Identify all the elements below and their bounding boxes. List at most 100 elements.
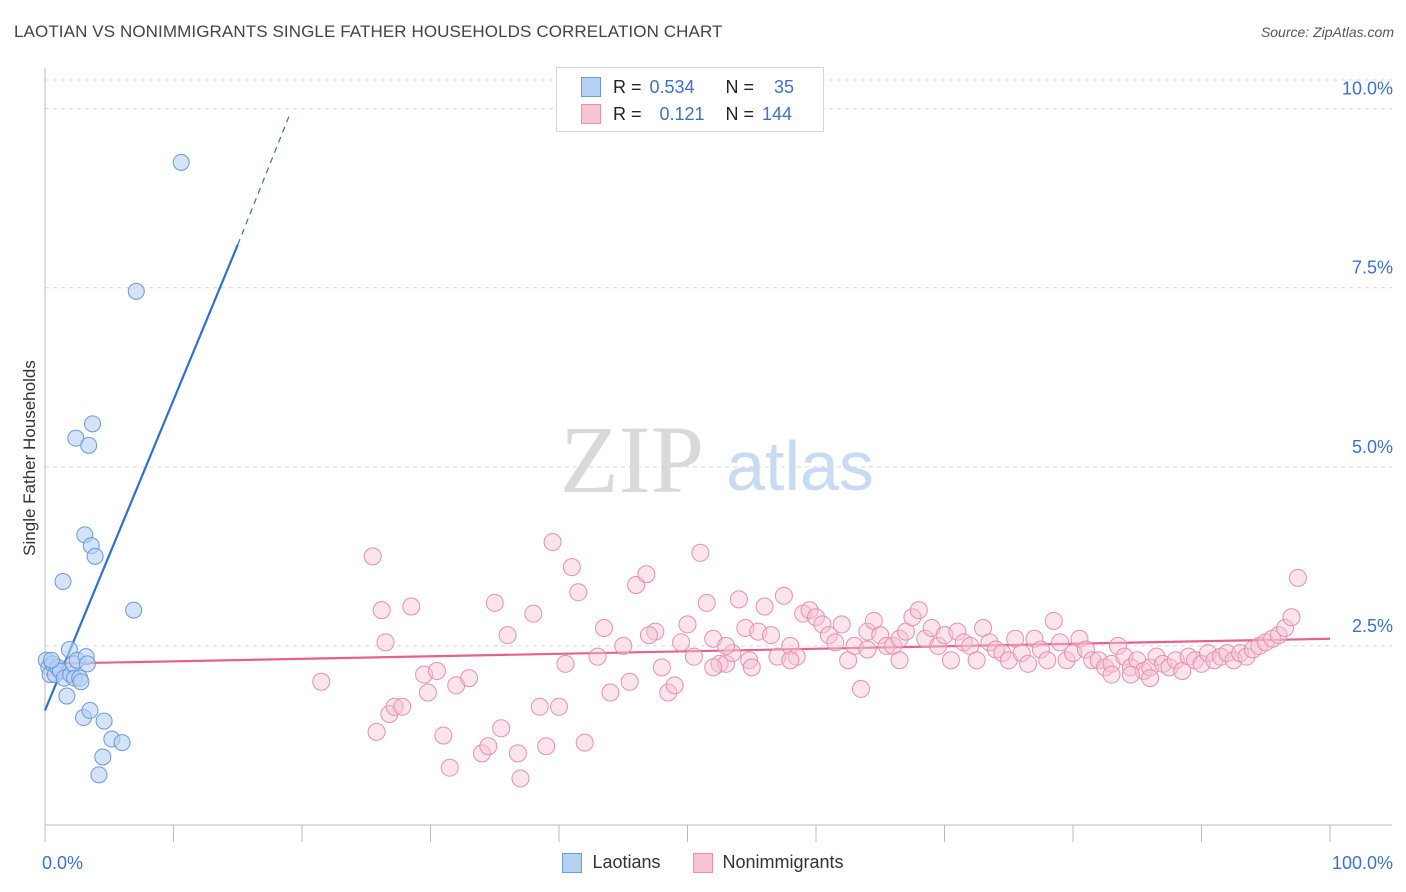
legend-r-value: 0.121 [659, 103, 705, 124]
nonimmigrants-point [826, 633, 845, 652]
chart-title: LAOTIAN VS NONIMMIGRANTS SINGLE FATHER H… [14, 22, 723, 41]
nonimmigrants-point [781, 651, 800, 670]
nonimmigrants-point [620, 672, 639, 691]
nonimmigrants-point [813, 615, 832, 634]
laotians-point [42, 651, 60, 669]
nonimmigrants-point [672, 633, 691, 652]
nonimmigrants-point [594, 619, 613, 638]
y-tick-label: 10.0% [1342, 79, 1393, 99]
legend-r-label: R = [613, 103, 642, 124]
nonimmigrants-point [1237, 647, 1256, 666]
nonimmigrants-point [614, 636, 633, 655]
legend-n-label: N = [725, 76, 755, 97]
nonimmigrants-point [575, 733, 594, 752]
nonimmigrants-point [800, 601, 819, 620]
x-tick-label: 100.0% [1332, 853, 1393, 873]
nonimmigrants-point [967, 651, 986, 670]
legend-n-label: N = [725, 103, 755, 124]
legend-n-value: 144 [762, 103, 793, 124]
laotians-point [80, 436, 98, 454]
nonimmigrants-point [637, 565, 656, 584]
nonimmigrants-point [498, 626, 517, 645]
nonimmigrants-point [511, 769, 530, 788]
laotians-point [95, 712, 113, 730]
nonimmigrants-point [858, 640, 877, 659]
nonimmigrants-point [851, 679, 870, 698]
nonimmigrants-point [980, 633, 999, 652]
nonimmigrants-point [755, 597, 774, 616]
legend-r-label: R = [613, 76, 642, 97]
nonimmigrants-point [363, 547, 382, 566]
laotians-point [94, 748, 112, 766]
nonimmigrants-point [1025, 629, 1044, 648]
laotians-label: Laotians [592, 852, 661, 872]
nonimmigrants-point [1276, 619, 1295, 638]
nonimmigrants-point [393, 697, 412, 716]
nonimmigrants-point [1019, 654, 1038, 673]
nonimmigrants-point [1269, 626, 1288, 645]
nonimmigrants-label: Nonimmigrants [722, 852, 844, 872]
laotians-point [125, 601, 143, 619]
nonimmigrants-point [659, 683, 678, 702]
nonimmigrants-point [1218, 644, 1237, 663]
nonimmigrants-point [807, 608, 825, 627]
nonimmigrants-point [1038, 651, 1057, 670]
nonimmigrants-point [697, 593, 716, 612]
nonimmigrants-point [890, 629, 909, 648]
laotians-point [72, 673, 90, 691]
nonimmigrants-swatch [692, 852, 713, 873]
nonimmigrants-point [550, 697, 568, 716]
nonimmigrants-point [569, 583, 588, 602]
legend-row-laotians: R = 0.534 N = 35 [557, 74, 794, 100]
nonimmigrants-point [440, 758, 459, 777]
bottom-legend-nonimmigrants: Nonimmigrants [692, 852, 844, 873]
nonimmigrants-point [492, 719, 511, 738]
nonimmigrants-point [1031, 640, 1050, 659]
nonimmigrants-point [312, 672, 331, 691]
nonimmigrants-point [418, 683, 437, 702]
nonimmigrants-point [742, 658, 761, 677]
nonimmigrants-point [639, 626, 658, 645]
laotians-point [81, 701, 99, 719]
nonimmigrants-point [941, 651, 960, 670]
nonimmigrants-point [832, 615, 851, 634]
nonimmigrants-point [652, 658, 671, 677]
nonimmigrants-point [948, 622, 967, 641]
nonimmigrants-point [678, 615, 697, 634]
nonimmigrants-point [929, 636, 948, 655]
laotians-point [172, 153, 190, 171]
laotians-point [113, 734, 131, 752]
nonimmigrants-point [717, 636, 736, 655]
legend-row-nonimmigrants: R = 0.121 N = 144 [557, 101, 792, 127]
y-tick-label: 7.5% [1352, 258, 1393, 278]
nonimmigrants-point [1044, 611, 1063, 630]
nonimmigrants-point [367, 722, 386, 741]
nonimmigrants-point [460, 669, 479, 688]
nonimmigrants-point [524, 604, 543, 623]
laotians-point [54, 572, 72, 590]
nonimmigrants-point [774, 586, 793, 605]
y-axis-label: Single Father Households [20, 360, 39, 556]
laotians-point [90, 766, 108, 784]
nonimmigrants-point [909, 601, 928, 620]
nonimmigrants-point [588, 647, 607, 666]
nonimmigrants-point [819, 626, 838, 645]
laotians-point [86, 547, 104, 565]
x-tick-label: 0.0% [42, 853, 83, 873]
nonimmigrants-point [704, 658, 723, 677]
laotians-point [127, 282, 145, 300]
nonimmigrants-point [402, 597, 421, 616]
nonimmigrants-point [1102, 665, 1121, 684]
nonimmigrants-point [762, 626, 781, 645]
laotians-trend-line [43, 244, 239, 711]
nonimmigrants-point [376, 633, 395, 652]
nonimmigrants-point [1070, 629, 1089, 648]
nonimmigrants-point [537, 737, 556, 756]
nonimmigrants-point [472, 744, 491, 763]
nonimmigrants-point [372, 601, 391, 620]
nonimmigrants-point [890, 651, 909, 670]
laotians-trend-extension [237, 115, 290, 245]
nonimmigrants-point [385, 697, 404, 716]
y-tick-label: 5.0% [1352, 437, 1393, 457]
